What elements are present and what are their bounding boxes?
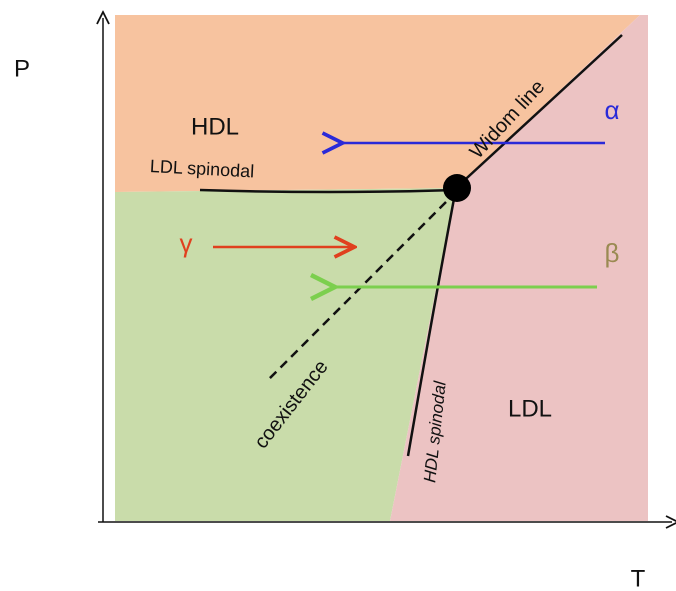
beta-label: β [605, 238, 620, 268]
y-axis-label: P [14, 55, 30, 82]
ldl-region [390, 15, 648, 521]
ldl-spinodal-line [199, 188, 457, 194]
hdl-spinodal-line [406, 187, 458, 457]
critical-point [443, 174, 471, 202]
hdl-region [115, 15, 640, 192]
alpha-label: α [604, 95, 619, 125]
ldl-label: LDL [508, 395, 552, 422]
hdl-label: HDL [191, 113, 239, 140]
gamma-label: γ [180, 228, 193, 258]
x-axis-label: T [631, 565, 646, 591]
coexistence-line [267, 201, 447, 381]
green-region [115, 188, 456, 521]
widom-line [455, 34, 623, 189]
